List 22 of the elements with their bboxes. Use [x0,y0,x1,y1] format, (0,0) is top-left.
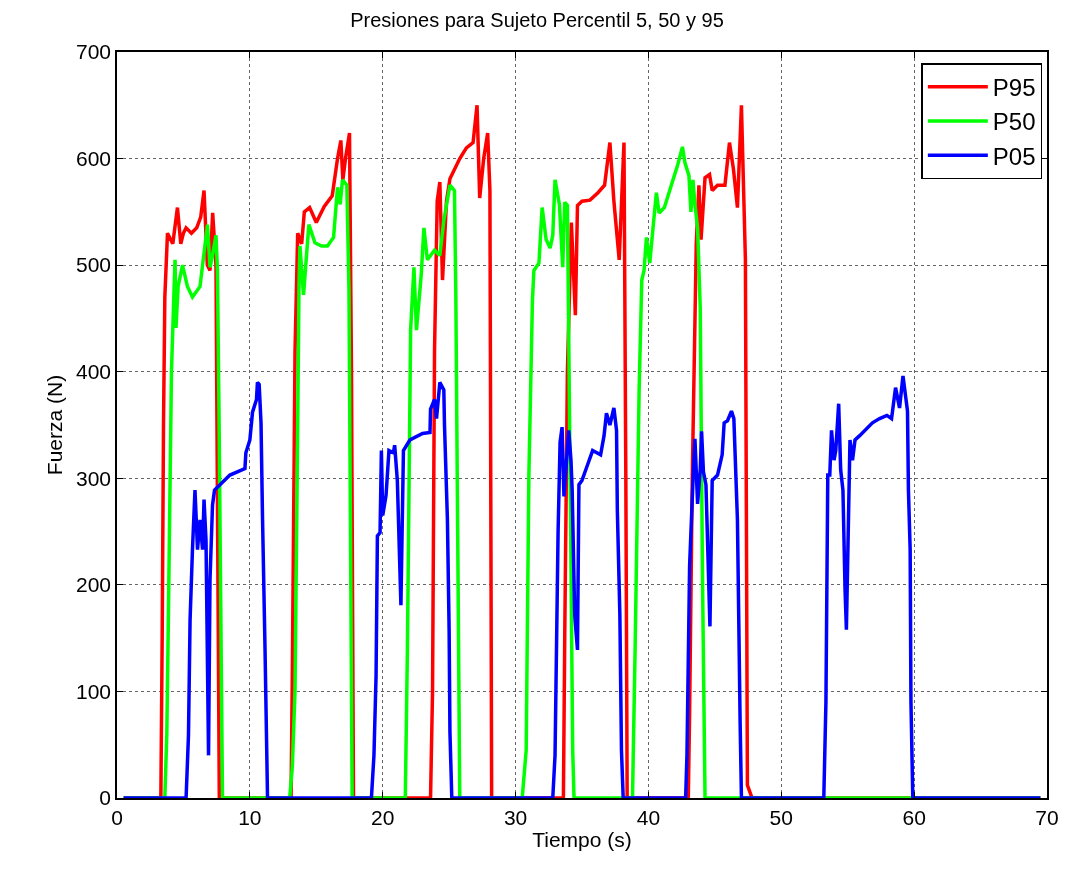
x-tick-label: 30 [503,805,528,829]
y-axis-title: Fuerza (N) [42,374,66,476]
y-tick-label: 300 [76,466,112,490]
x-tick-label: 60 [902,805,926,829]
y-tick-label: 0 [99,786,112,810]
y-tick-label: 500 [76,253,112,277]
x-tick-label: 70 [1035,805,1059,829]
legend-label: P50 [992,108,1036,136]
x-tick-label: 20 [371,805,395,829]
y-tick-label: 200 [76,573,112,597]
x-tick-label: 40 [636,805,661,829]
x-tick-label: 10 [238,805,262,829]
x-tick-label: 50 [769,805,793,829]
y-tick-label: 600 [76,146,112,170]
y-tick-label: 700 [76,40,112,64]
legend-label: P95 [992,74,1036,102]
chart-title: Presiones para Sujeto Percentil 5, 50 y 95 [350,9,724,32]
x-axis-title: Tiempo (s) [532,827,632,851]
legend-label: P05 [992,142,1036,170]
y-tick-label: 100 [76,679,112,703]
line-series [121,374,1043,798]
y-tick-label: 400 [76,360,112,384]
